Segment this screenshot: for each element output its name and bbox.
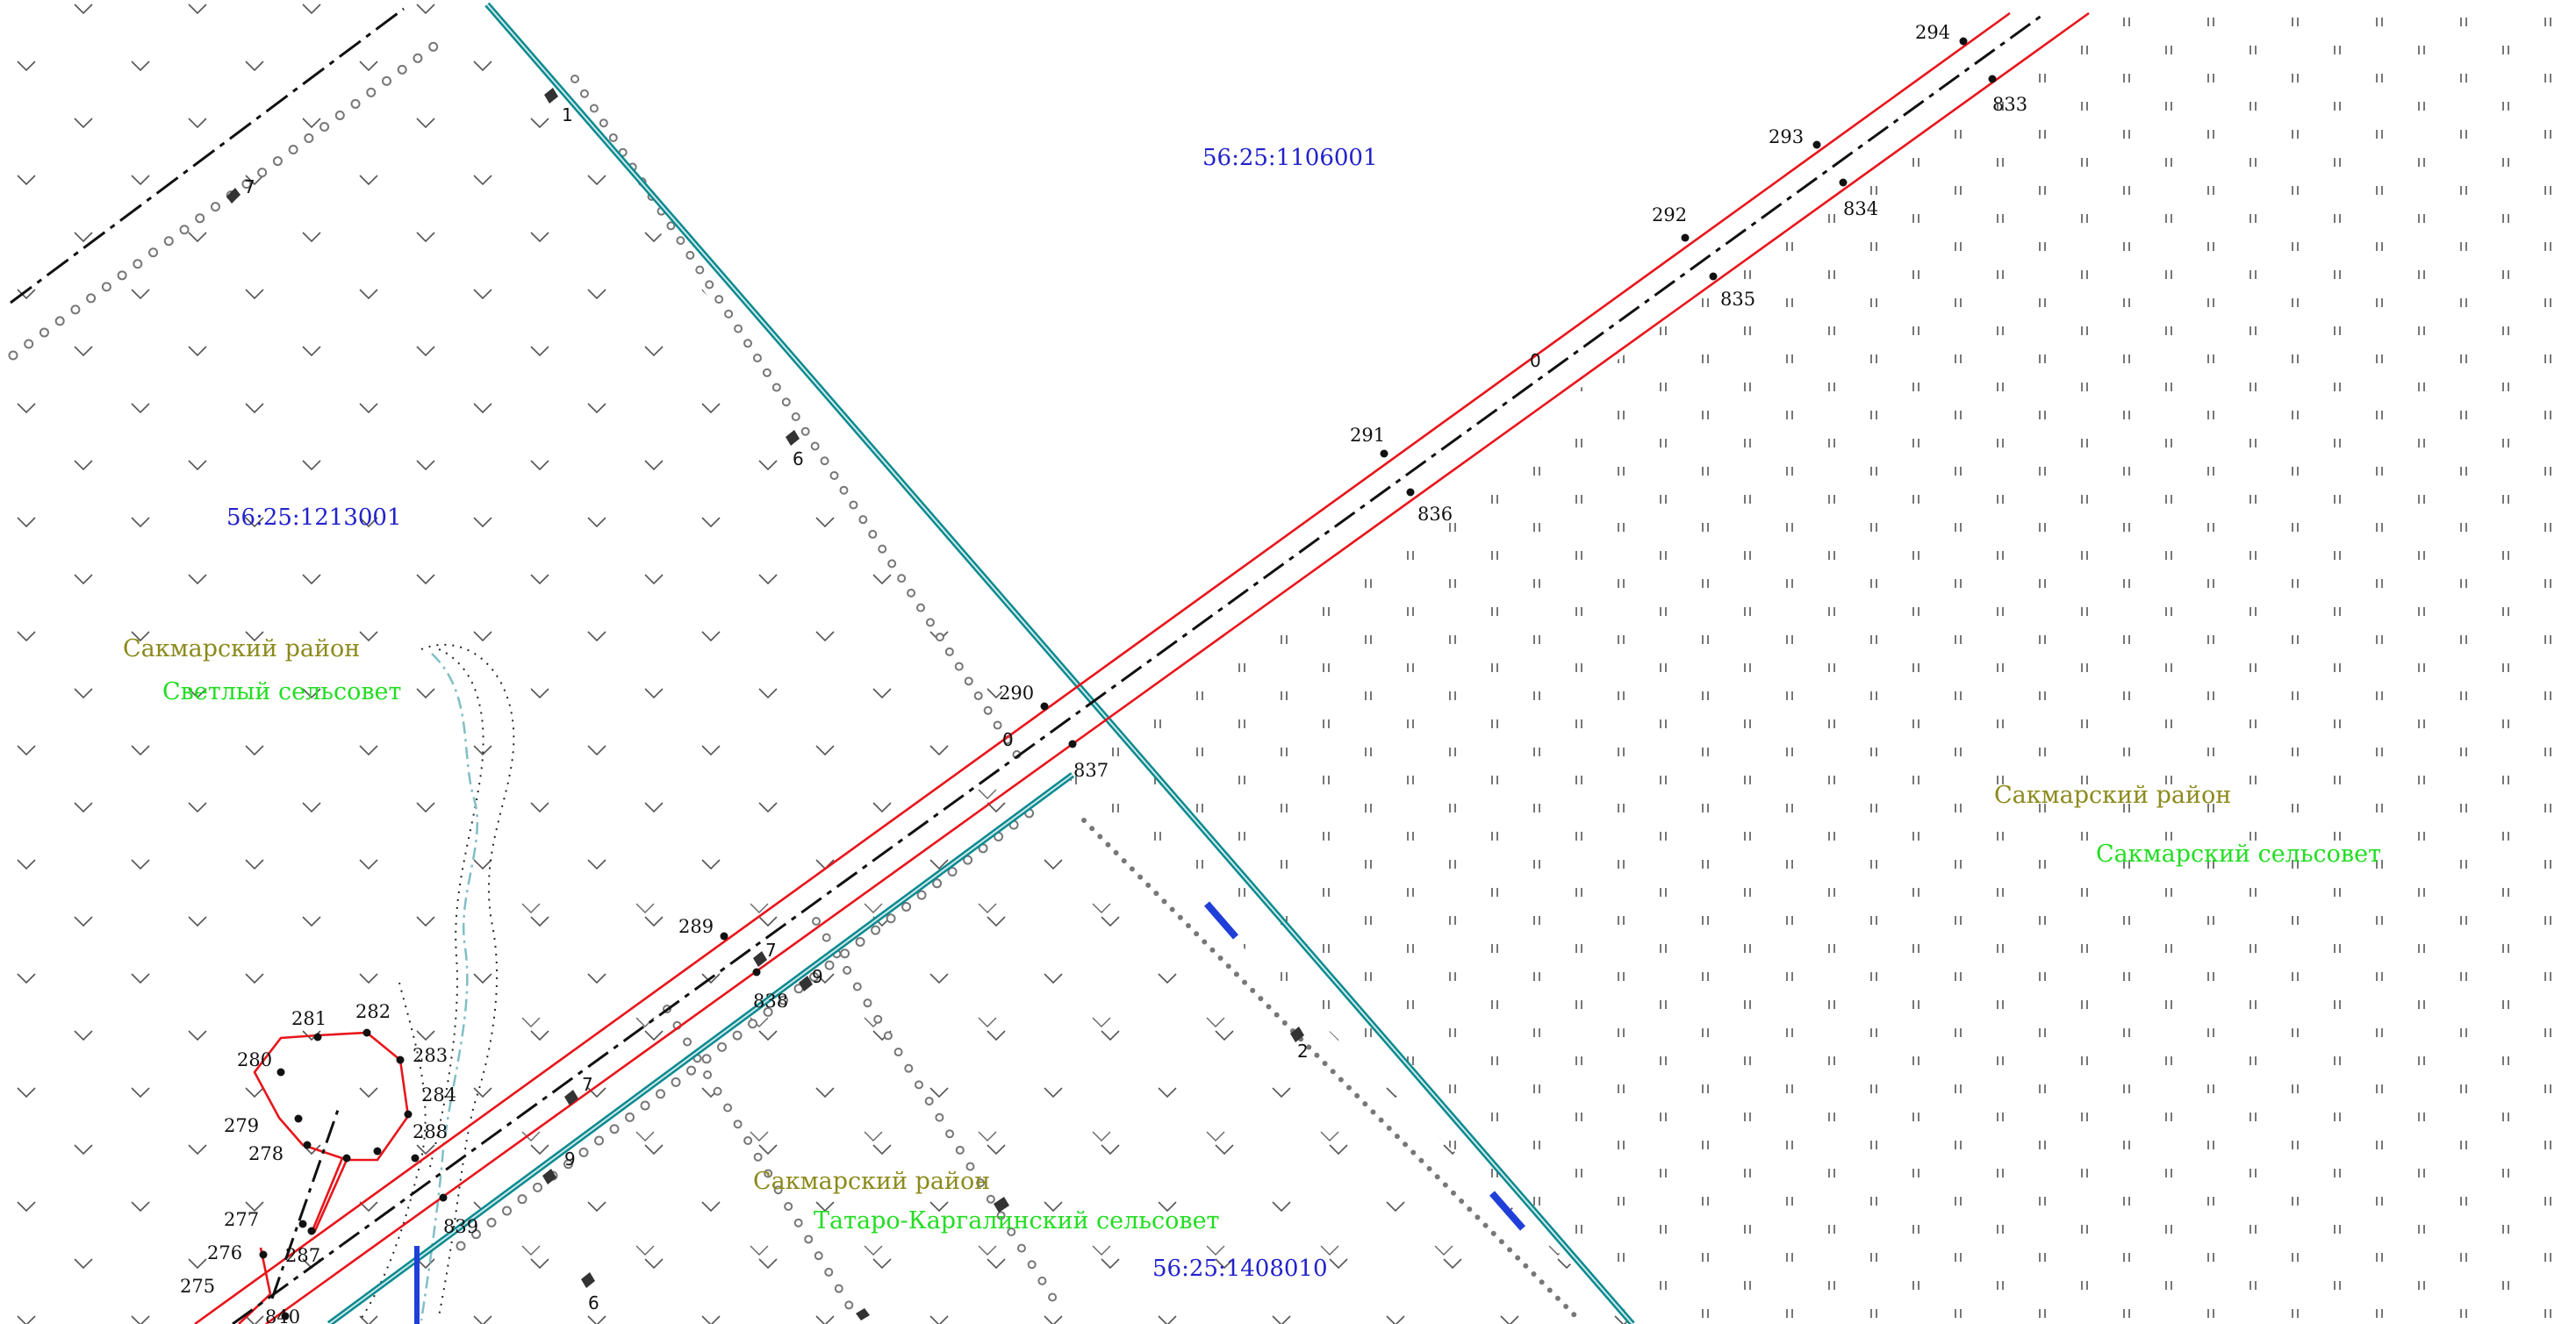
stream (420, 653, 478, 1321)
point-277: 277 (224, 1209, 259, 1230)
point-293: 293 (1769, 126, 1804, 147)
tree-belt-marker-7 (753, 951, 767, 967)
point-288: 288 (413, 1121, 448, 1142)
road-marker-1 (1203, 901, 1239, 940)
council-label-south: Татаро-Каргалинский сельсовет (814, 1207, 1219, 1235)
point-275: 275 (180, 1276, 215, 1297)
district-label-south: Сакмарский район (753, 1168, 990, 1195)
tree-belt-marker-7-nw (226, 188, 240, 204)
dashed-loop-line (270, 1109, 340, 1299)
point-283: 283 (413, 1045, 448, 1066)
cadastral-number-1106001: 56:25:1106001 (1202, 145, 1377, 171)
council-label-east: Сакмарский сельсовет (2096, 841, 2381, 868)
cadastral-numbers: 56:25:1106001 56:25:1213001 56:25:140801… (226, 145, 1377, 1282)
point-278: 278 (248, 1143, 283, 1164)
tree-belt-marker-9-sw (542, 1169, 556, 1184)
tree-belt-south-3 (1081, 818, 1582, 1323)
svg-text:1: 1 (562, 104, 573, 125)
svg-text:9: 9 (812, 966, 823, 987)
point-279: 279 (224, 1115, 259, 1136)
council-label-west: Светлый сельсовет (162, 678, 401, 705)
boundaries (194, 11, 2090, 1324)
district-label-east: Сакмарский район (1994, 782, 2231, 809)
point-291: 291 (1350, 425, 1385, 446)
road-marker-1-symbol (544, 88, 558, 104)
vertices (259, 37, 1997, 1320)
tree-belt-marker-9 (799, 976, 813, 991)
cadastral-number-1408010: 56:25:1408010 (1152, 1256, 1327, 1282)
tree-belt-marker-7-sw (564, 1090, 578, 1106)
point-282: 282 (355, 1001, 391, 1022)
road-marker-2 (1489, 1191, 1526, 1231)
point-281: 281 (291, 1008, 326, 1029)
svg-text:7: 7 (244, 176, 255, 197)
boundary-north (194, 11, 2011, 1324)
roads (326, 2, 1635, 1324)
map-symbols: 7 1 6 0 0 7 9 7 9 2 6 (226, 88, 1541, 1320)
point-284: 284 (421, 1084, 456, 1106)
point-287: 287 (285, 1245, 320, 1266)
grassland-area-south (456, 772, 1632, 1324)
district-label-west: Сакмарский район (123, 635, 360, 662)
point-839: 839 (443, 1216, 478, 1237)
tree-belt-marker-6-south (581, 1272, 595, 1288)
tree-belt-south-2 (812, 917, 1058, 1303)
point-280: 280 (237, 1049, 272, 1070)
point-837: 837 (1073, 760, 1109, 781)
point-836: 836 (1417, 504, 1453, 525)
tree-belt-marker-6 (786, 430, 800, 446)
stream-area (359, 644, 515, 1321)
zero-marker-ne: 0 (1530, 350, 1541, 371)
point-numbers: 294 833 293 834 292 835 291 836 290 837 … (180, 22, 2027, 1324)
field-area (487, 0, 2576, 1324)
svg-text:6: 6 (588, 1292, 599, 1313)
zero-marker-center: 0 (1002, 729, 1014, 750)
svg-text:7: 7 (765, 940, 777, 961)
boundary-cross-sw2 (238, 1293, 271, 1324)
point-294: 294 (1915, 22, 1950, 43)
point-833: 833 (1992, 94, 2027, 115)
svg-text:2: 2 (1297, 1041, 1309, 1062)
svg-text:9: 9 (564, 1149, 576, 1170)
cadastral-number-1213001: 56:25:1213001 (226, 505, 401, 531)
point-838: 838 (753, 991, 788, 1012)
tree-belt-marker-2 (1290, 1027, 1304, 1042)
tree-belt-marker-south-2 (856, 1308, 870, 1320)
administrative-labels: Сакмарский район Светлый сельсовет Сакма… (123, 635, 2381, 1235)
boundary-south (265, 11, 2090, 1324)
point-840: 840 (265, 1306, 300, 1324)
point-276: 276 (207, 1242, 242, 1263)
dashed-centerline (232, 11, 2046, 1324)
svg-text:7: 7 (582, 1074, 593, 1095)
dashed-line-nw (10, 7, 405, 304)
point-292: 292 (1652, 204, 1687, 225)
point-834: 834 (1843, 198, 1878, 219)
point-289: 289 (678, 916, 714, 937)
point-290: 290 (999, 683, 1034, 704)
tree-belt-marker-south (994, 1197, 1009, 1213)
point-835: 835 (1720, 289, 1755, 310)
svg-text:6: 6 (793, 448, 804, 469)
